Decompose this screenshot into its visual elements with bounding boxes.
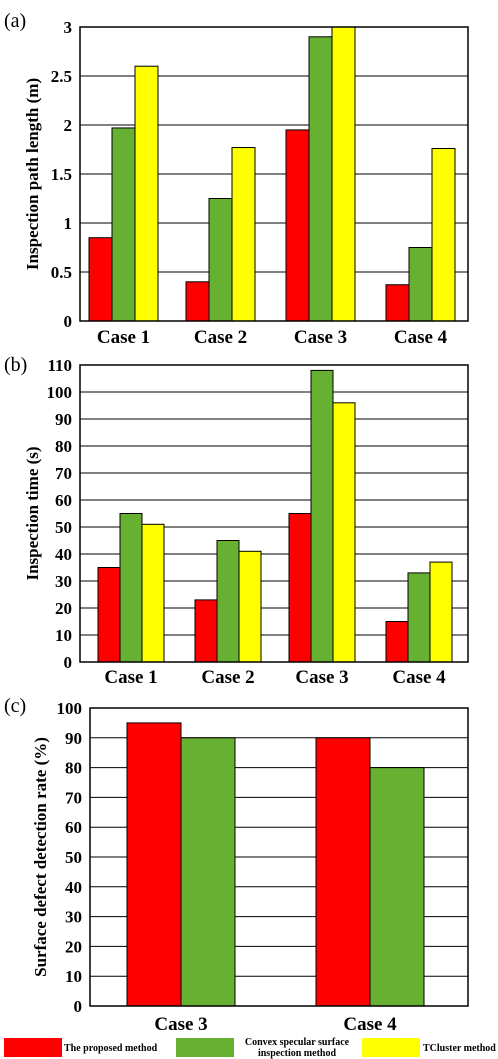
bar-proposed-1 (126, 722, 182, 1007)
legend-swatch-proposed (4, 1038, 62, 1057)
y-tick-label: 0.5 (51, 263, 72, 282)
bar-convex-3 (308, 36, 333, 322)
bar-tcluster-1 (141, 523, 165, 663)
bar-tcluster-2 (231, 147, 256, 322)
y-tick-label: 70 (55, 464, 72, 483)
y-tick-label: 50 (55, 518, 72, 537)
x-category-label: Case 4 (392, 667, 446, 688)
bar-convex-4 (407, 572, 431, 663)
bar-proposed-4 (385, 621, 409, 663)
y-tick-label: 0 (74, 997, 83, 1016)
bar-tcluster-4 (429, 561, 453, 663)
y-tick-label: 20 (55, 599, 72, 618)
legend-label-tcluster: TCluster method (423, 1043, 496, 1054)
bar-tcluster-2 (238, 550, 262, 663)
bar-convex-4 (408, 247, 433, 322)
x-category-label: Case 3 (154, 1014, 207, 1035)
y-tick-label: 50 (65, 848, 82, 867)
y-axis-label: Surface defect detection rate (%) (31, 737, 50, 977)
x-category-label: Case 2 (194, 327, 247, 348)
bar-tcluster-4 (431, 148, 456, 322)
y-tick-label: 70 (65, 788, 82, 807)
y-tick-label: 90 (55, 410, 72, 429)
legend-label-proposed: The proposed method (64, 1043, 158, 1054)
x-category-label: Case 2 (201, 667, 254, 688)
x-category-label: Case 1 (104, 667, 157, 688)
bar-convex-2 (208, 198, 233, 322)
bar-proposed-3 (285, 129, 310, 322)
x-category-label: Case 4 (394, 327, 448, 348)
y-tick-label: 1 (64, 214, 73, 233)
legend-label-convex-line1: Convex specular surface (245, 1037, 350, 1048)
bar-proposed-3 (288, 513, 312, 663)
y-axis-label: Inspection path length (m) (23, 78, 42, 270)
y-tick-label: 110 (47, 356, 72, 375)
x-category-label: Case 3 (295, 667, 348, 688)
x-category-label: Case 1 (97, 327, 150, 348)
y-tick-label: 40 (55, 545, 72, 564)
y-tick-label: 20 (65, 937, 82, 956)
bar-convex-1 (119, 513, 143, 663)
y-tick-label: 10 (55, 626, 72, 645)
y-tick-label: 40 (65, 878, 82, 897)
y-tick-label: 0 (64, 653, 73, 672)
legend: The proposed method Convex specular surf… (4, 1037, 496, 1059)
y-tick-label: 90 (65, 729, 82, 748)
bar-tcluster-3 (332, 402, 356, 663)
bar-proposed-1 (88, 237, 113, 322)
y-tick-label: 3 (64, 18, 73, 37)
y-tick-label: 1.5 (51, 165, 72, 184)
legend-swatch-tcluster (362, 1038, 420, 1057)
y-tick-label: 10 (65, 967, 82, 986)
y-tick-label: 100 (57, 699, 83, 718)
x-category-label: Case 4 (343, 1014, 397, 1035)
chart-panel-2: 0 10 20 30 40 50 60 70 80 90 100 110 Case 1 Case 2 Cas… (4, 354, 469, 688)
bar-convex-1 (180, 737, 236, 1007)
y-tick-label: 30 (65, 908, 82, 927)
bar-proposed-2 (194, 599, 218, 663)
bar-proposed-2 (315, 737, 371, 1007)
y-tick-label: 2.5 (51, 67, 72, 86)
legend-swatch-convex (176, 1038, 234, 1057)
panel-label: (a) (4, 10, 26, 32)
y-tick-label: 2 (64, 116, 73, 135)
y-tick-label: 100 (47, 383, 73, 402)
plot-frame (79, 26, 469, 322)
plot-frame (89, 707, 469, 1007)
plot-frame (79, 364, 469, 663)
bar-proposed-1 (97, 567, 121, 663)
panel-label: (c) (4, 695, 26, 717)
bar-convex-2 (216, 540, 240, 663)
bar-proposed-2 (185, 281, 210, 322)
y-tick-label: 60 (55, 491, 72, 510)
panel-label: (b) (4, 354, 27, 376)
legend-label-convex-line2: inspection method (258, 1048, 337, 1059)
y-tick-label: 0 (64, 312, 73, 331)
bar-convex-2 (369, 767, 425, 1007)
y-tick-label: 60 (65, 818, 82, 837)
bar-tcluster-1 (134, 65, 159, 322)
chart-panel-3: 0 10 20 30 40 50 60 70 80 90 100 Case 3 Case 4 Surfac… (4, 695, 469, 1035)
y-tick-label: 80 (55, 437, 72, 456)
bar-convex-1 (111, 127, 136, 322)
y-axis-label: Inspection time (s) (23, 446, 42, 580)
bar-convex-3 (310, 369, 334, 663)
bar-tcluster-3 (331, 26, 356, 322)
y-tick-label: 30 (55, 572, 72, 591)
chart-panel-1: 0 0.5 1 1.5 2 2.5 3 Case 1 Case 2 Case 3 Case 4 Ins… (4, 10, 469, 348)
y-tick-label: 80 (65, 759, 82, 778)
x-category-label: Case 3 (294, 327, 347, 348)
bar-proposed-4 (385, 284, 410, 322)
